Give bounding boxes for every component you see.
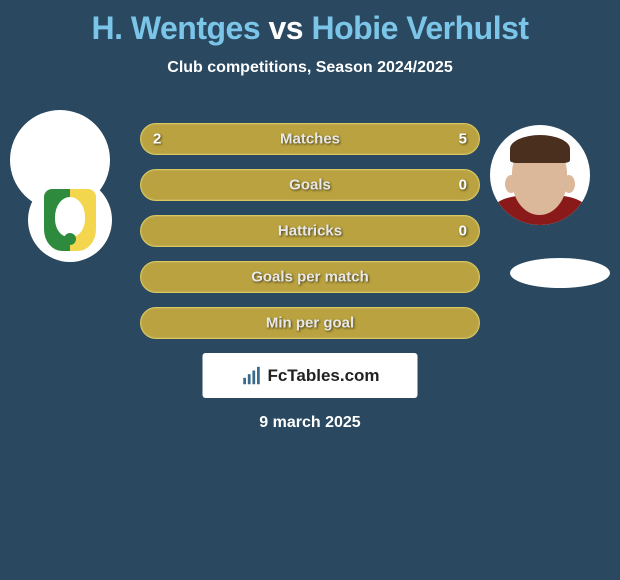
stat-row-hattricks: Hattricks 0 [140, 215, 480, 247]
stat-label: Hattricks [278, 223, 342, 240]
player2-club-badge [510, 258, 610, 288]
stat-right-value: 0 [459, 223, 467, 240]
date-text: 9 march 2025 [0, 414, 620, 432]
stat-right-value: 5 [459, 131, 467, 148]
brand-box: FcTables.com [203, 353, 418, 398]
comparison-title: H. Wentges vs Hobie Verhulst [0, 0, 620, 47]
stat-label: Matches [280, 131, 340, 148]
vs-text: vs [269, 10, 304, 46]
stat-left-value: 2 [153, 131, 161, 148]
subtitle: Club competitions, Season 2024/2025 [0, 59, 620, 77]
stat-label: Min per goal [266, 315, 354, 332]
player2-name: Hobie Verhulst [311, 10, 528, 46]
stat-row-goals-per-match: Goals per match [140, 261, 480, 293]
stats-bars: 2 Matches 5 Goals 0 Hattricks 0 Goals pe… [140, 123, 480, 353]
stat-label: Goals [289, 177, 331, 194]
brand-text: FcTables.com [267, 366, 379, 386]
chart-icon [240, 365, 262, 387]
player1-name: H. Wentges [91, 10, 260, 46]
player2-avatar [490, 125, 590, 225]
stat-label: Goals per match [251, 269, 369, 286]
player1-club-badge [28, 178, 112, 262]
stat-right-value: 0 [459, 177, 467, 194]
stat-row-goals: Goals 0 [140, 169, 480, 201]
club-shield-icon [44, 189, 96, 251]
stat-row-min-per-goal: Min per goal [140, 307, 480, 339]
stat-row-matches: 2 Matches 5 [140, 123, 480, 155]
